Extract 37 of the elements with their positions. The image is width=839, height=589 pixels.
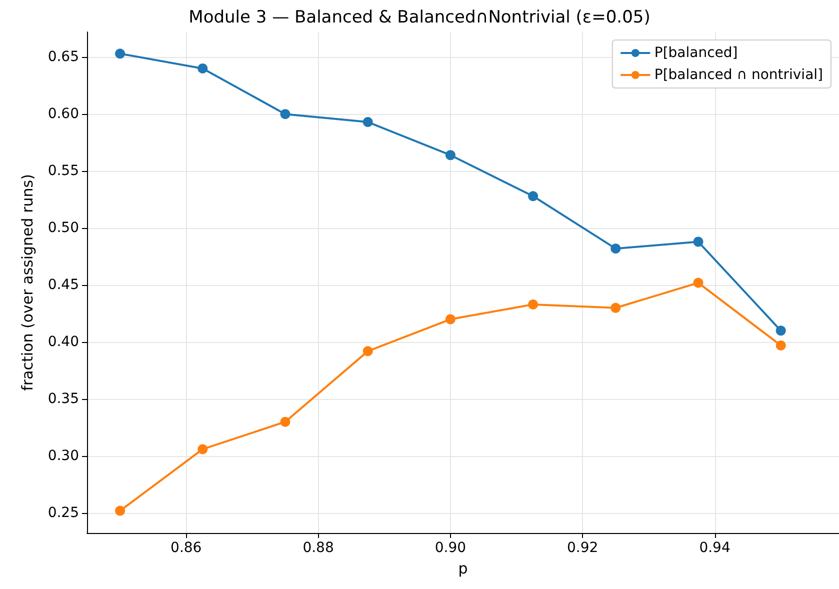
y-axis-title: fraction (over assigned runs) — [18, 174, 36, 391]
y-tick-label: 0.50 — [48, 220, 79, 236]
point — [610, 244, 621, 254]
point — [776, 340, 786, 350]
y-tick-label: 0.65 — [48, 49, 79, 66]
point — [693, 236, 704, 247]
y-tick-label: 0.45 — [48, 277, 79, 294]
point — [776, 326, 786, 336]
y-tick-label: 0.40 — [48, 334, 79, 350]
point — [693, 278, 704, 288]
point — [610, 302, 621, 313]
point — [528, 299, 538, 310]
x-tick-label: 0.92 — [567, 540, 598, 556]
point — [445, 314, 456, 324]
point — [280, 416, 290, 427]
x-tick-label: 0.90 — [434, 540, 466, 556]
x-tick-label: 0.86 — [170, 540, 202, 556]
y-tick-label: 0.60 — [48, 106, 79, 122]
point — [280, 109, 290, 120]
y-tick-label: 0.30 — [48, 448, 79, 464]
point — [115, 48, 126, 59]
x-axis-title: p — [458, 560, 468, 578]
legend-label: P[balanced] — [654, 45, 738, 61]
point — [198, 444, 208, 454]
point — [528, 191, 538, 202]
x-tick-label: 0.94 — [699, 540, 730, 556]
chart-title: Module 3 — Balanced & Balanced∩Nontrivial (ε=0.05) — [188, 8, 650, 28]
x-tick-label: 0.88 — [302, 540, 334, 556]
y-tick-label: 0.55 — [48, 163, 79, 180]
point — [445, 150, 456, 160]
y-tick-label: 0.25 — [48, 505, 79, 522]
legend-label: P[balanced ∩ nontrivial] — [654, 67, 823, 83]
point — [362, 346, 373, 356]
y-tick-label: 0.35 — [48, 391, 79, 408]
point — [362, 117, 373, 128]
point — [198, 63, 208, 74]
point — [115, 506, 126, 516]
